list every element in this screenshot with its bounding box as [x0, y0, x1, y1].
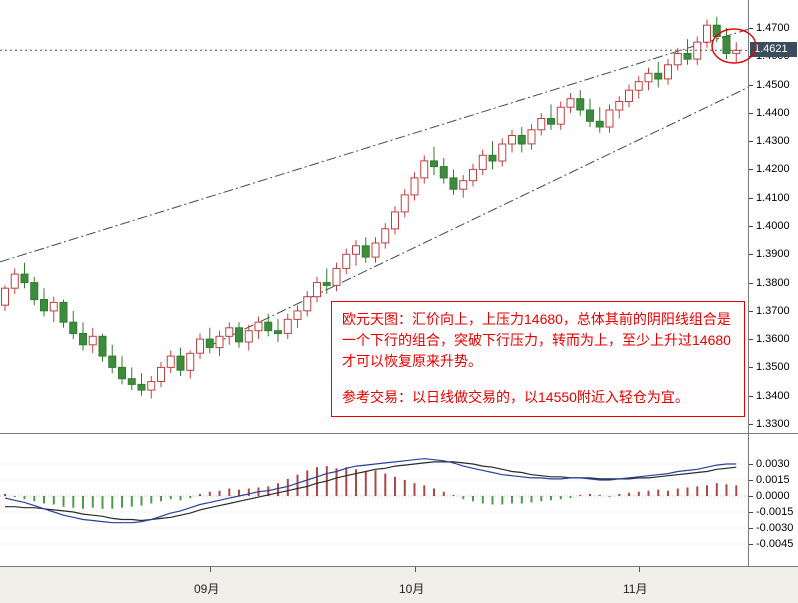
price-axis-label: 1.4000 [756, 220, 790, 232]
axis-tick [749, 480, 753, 481]
analysis-note-text-1: 欧元天图：汇价向上，上压力14680，总体其前的阴阳线组合是一个下行的组合，突破… [342, 311, 731, 369]
price-axis-label: 1.3600 [756, 333, 790, 346]
price-axis-label: 1.3900 [756, 248, 790, 261]
indicator-histogram [4, 466, 738, 509]
axis-tick [749, 496, 753, 497]
indicator-axis-label: -0.0015 [756, 506, 794, 518]
month-tick [415, 567, 416, 572]
month-tick [639, 567, 640, 572]
panel-divider-bottom [0, 566, 798, 567]
axis-tick [749, 310, 753, 312]
indicator-panel-canvas[interactable] [0, 434, 798, 566]
month-label: 10月 [399, 582, 425, 596]
axis-tick [749, 339, 753, 341]
highlight-circle[interactable] [704, 24, 764, 68]
axis-tick [749, 84, 753, 86]
axis-tick [749, 282, 753, 284]
axis-tick [749, 141, 753, 143]
candles-layer [1, 16, 741, 399]
price-axis-label: 1.3300 [756, 418, 790, 430]
price-axis-label: 1.4400 [756, 106, 790, 119]
axis-tick [749, 112, 753, 114]
price-axis-label: 1.4100 [756, 191, 790, 204]
indicator-axis-label: 0.0000 [756, 490, 790, 502]
price-axis-label: 1.3800 [756, 276, 790, 289]
price-axis-label: 1.4700 [756, 22, 790, 34]
analysis-note-box[interactable]: 欧元天图：汇价向上，上压力14680，总体其前的阴阳线组合是一个下行的组合，突破… [331, 301, 745, 417]
axis-tick [749, 512, 753, 513]
analysis-note-text-2: 参考交易：以日线做交易的，以14550附近入轻仓为宜。 [342, 389, 689, 405]
price-axis-label: 1.3700 [756, 304, 790, 317]
price-axis-label: 1.4500 [756, 78, 790, 91]
axis-tick [749, 254, 753, 256]
month-tick [210, 567, 211, 572]
panel-divider [0, 433, 798, 434]
indicator-lines [4, 458, 737, 524]
indicator-axis-label: 0.0015 [756, 474, 790, 486]
axis-tick [749, 544, 753, 545]
price-axis-label: 1.3400 [756, 389, 790, 402]
time-axis[interactable]: 09月 10月 11月 [0, 567, 798, 603]
axis-tick [749, 169, 753, 171]
price-axis-label: 1.3500 [756, 361, 790, 374]
indicator-axis-label: -0.0030 [756, 522, 794, 534]
axis-tick [749, 528, 753, 529]
month-label: 09月 [194, 582, 220, 596]
trend-channel-lines[interactable] [0, 28, 749, 346]
axis-tick [749, 395, 753, 397]
indicator-axis-label: 0.0030 [756, 458, 790, 470]
month-label: 11月 [623, 582, 648, 596]
axis-tick [749, 367, 753, 369]
current-price-badge: 1.4621 [750, 42, 797, 57]
axis-tick [749, 464, 753, 465]
indicator-axis-label: -0.0045 [756, 538, 794, 550]
axis-tick [749, 424, 753, 425]
axis-tick [749, 226, 753, 227]
price-axis-label: 1.4200 [756, 163, 790, 176]
price-axis: 1.47001.46001.45001.44001.43001.42001.41… [748, 0, 798, 567]
price-axis-label: 1.4300 [756, 135, 790, 148]
axis-tick [749, 28, 753, 29]
axis-tick [749, 197, 753, 199]
